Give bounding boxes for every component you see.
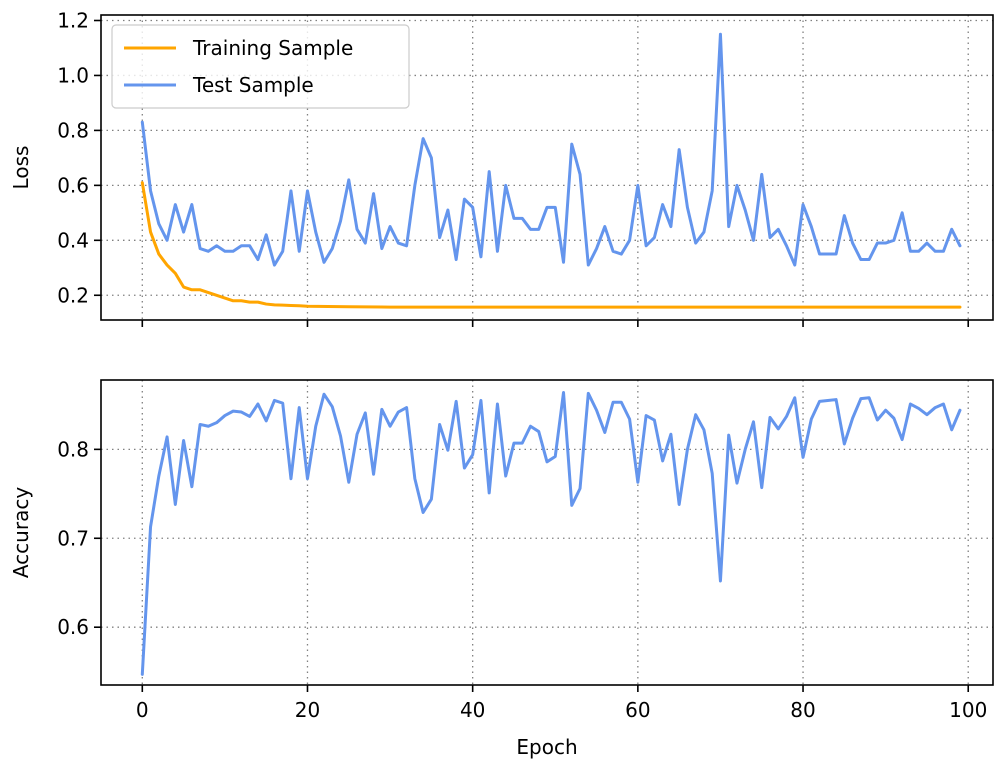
y-tick-label: 0.8 <box>57 437 89 461</box>
training-sample-legend-label: Training Sample <box>192 36 353 60</box>
test-sample-line <box>140 32 962 267</box>
y-tick-label: 0.6 <box>57 173 89 197</box>
training-sample-line <box>140 181 962 309</box>
x-tick-label: 80 <box>790 698 815 722</box>
y-axis-label: Accuracy <box>9 487 33 578</box>
x-tick-label: 100 <box>949 698 987 722</box>
legend: Training Sample Test Sample <box>111 24 410 109</box>
x-tick-label: 60 <box>625 698 650 722</box>
y-tick-label: 0.8 <box>57 118 89 142</box>
plot-frame <box>100 379 994 686</box>
x-tick-label: 0 <box>136 698 149 722</box>
legend-box <box>111 24 410 109</box>
x-axis-label: Epoch <box>516 735 577 759</box>
x-tick-label: 40 <box>460 698 485 722</box>
x-tick-label: 20 <box>295 698 320 722</box>
accuracy-panel: 0 20 40 60 80 100 0.6 0.7 0.8 Accuracy Epoch <box>9 379 994 759</box>
y-tick-label: 0.6 <box>57 615 89 639</box>
y-tick-label: 0.2 <box>57 283 89 307</box>
series-0-line <box>140 390 962 676</box>
y-tick-label: 0.4 <box>57 228 89 252</box>
y-axis-label: Loss <box>9 146 33 190</box>
y-tick-label: 1.2 <box>57 8 89 32</box>
y-tick-label: 0.7 <box>57 526 89 550</box>
loss-panel: 0.2 0.4 0.6 0.8 1.0 1.2 Loss Training Sample Tes… <box>9 8 994 327</box>
test-sample-legend-label: Test Sample <box>192 73 314 97</box>
y-tick-label: 1.0 <box>57 63 89 87</box>
plot-frame <box>100 14 994 321</box>
